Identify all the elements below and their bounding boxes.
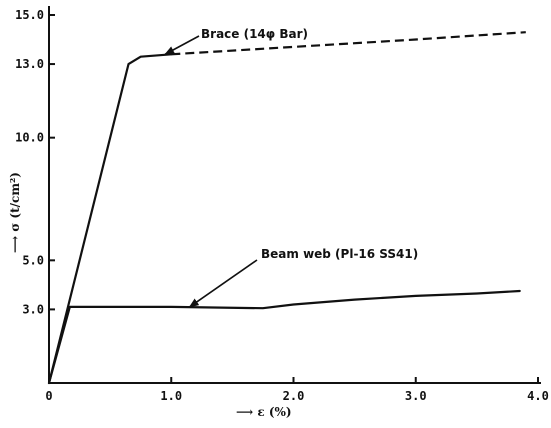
y-tick-label: 13.0 <box>15 57 44 71</box>
x-tick-label: 3.0 <box>405 389 427 403</box>
y-tick-label: 15.0 <box>15 8 44 22</box>
annotation-arrow <box>188 259 258 308</box>
x-tick-label: 1.0 <box>160 389 182 403</box>
y-tick-label: 3.0 <box>22 302 44 316</box>
x-tick-label: 0 <box>45 389 52 403</box>
x-tick-label: 4.0 <box>527 389 549 403</box>
y-tick-label: 10.0 <box>15 131 44 145</box>
x-axis-label: ⟶ ε (%) <box>236 405 292 419</box>
annotation-arrow <box>164 35 200 55</box>
annotation-label: Beam web (Pl-16 SS41) <box>261 247 418 261</box>
annotation-label: Brace (14φ Bar) <box>201 27 308 41</box>
series-1-line <box>47 53 173 385</box>
x-ticks: 0 1.0 2.0 3.0 4.0 <box>45 377 549 403</box>
series-2-line <box>47 289 521 385</box>
axes <box>48 6 541 384</box>
y-tick-label: 5.0 <box>22 253 44 267</box>
series-1-line-dashed <box>171 31 526 56</box>
x-tick-label: 2.0 <box>283 389 305 403</box>
series-layer <box>47 31 526 385</box>
y-ticks: 3.0 5.0 10.0 13.0 15.0 <box>15 8 55 316</box>
y-axis-label: ⟶ σ (t/cm²) <box>8 172 22 253</box>
annotation-layer: Brace (14φ Bar) Beam web (Pl-16 SS41) <box>164 27 418 308</box>
